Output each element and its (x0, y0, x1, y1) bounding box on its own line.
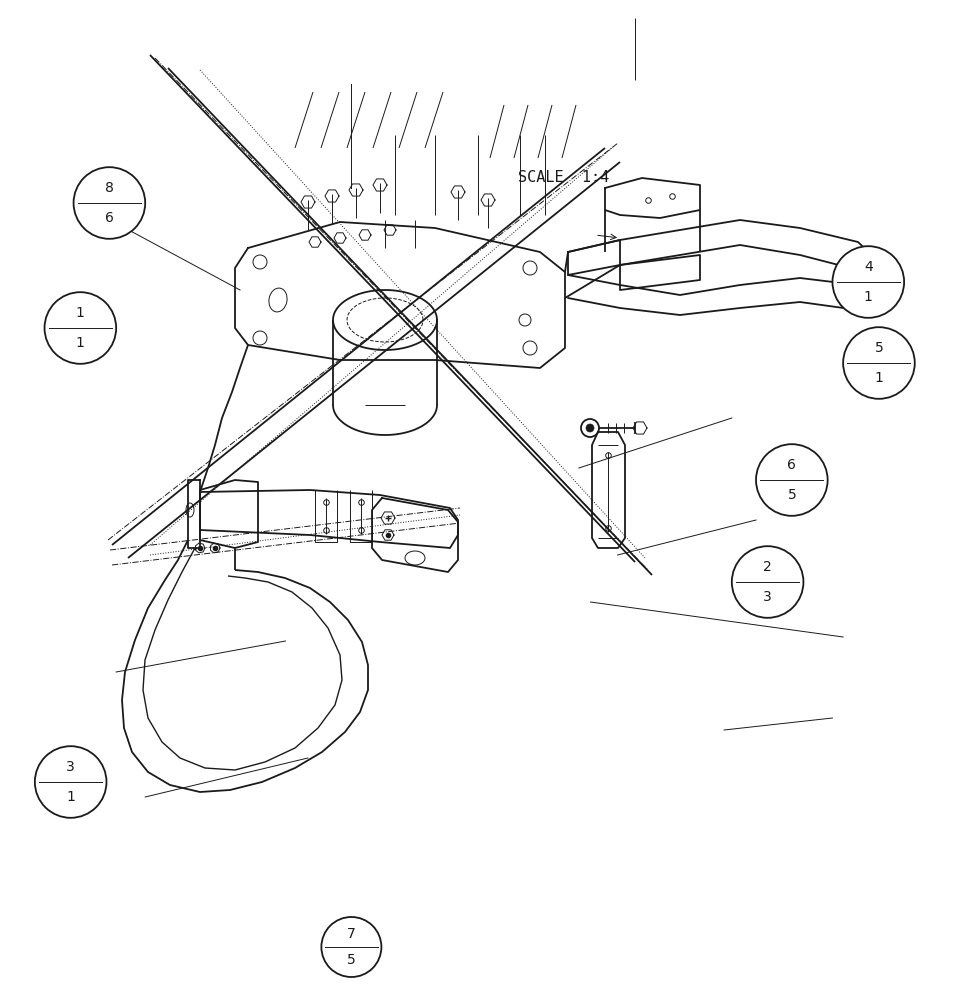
Text: 1: 1 (874, 371, 884, 385)
Circle shape (843, 327, 915, 399)
Circle shape (732, 546, 803, 618)
Circle shape (832, 246, 904, 318)
Circle shape (74, 167, 145, 239)
Circle shape (586, 424, 594, 432)
Text: 1: 1 (76, 306, 85, 320)
Text: 5: 5 (874, 341, 884, 355)
Text: 6: 6 (105, 211, 114, 225)
Text: 5: 5 (347, 953, 356, 967)
Text: 5: 5 (787, 488, 797, 502)
Circle shape (45, 292, 116, 364)
Text: 7: 7 (347, 927, 356, 941)
Text: 1: 1 (863, 290, 873, 304)
Text: 6: 6 (787, 458, 797, 472)
Circle shape (35, 746, 106, 818)
Text: 1: 1 (76, 336, 85, 350)
Circle shape (321, 917, 381, 977)
Text: 2: 2 (763, 560, 772, 574)
Text: 3: 3 (763, 590, 772, 604)
Text: 1: 1 (66, 790, 76, 804)
Text: 4: 4 (863, 260, 873, 274)
Text: 3: 3 (66, 760, 76, 774)
Text: SCALE  1:4: SCALE 1:4 (518, 170, 609, 185)
Circle shape (756, 444, 828, 516)
Text: 8: 8 (105, 181, 114, 195)
